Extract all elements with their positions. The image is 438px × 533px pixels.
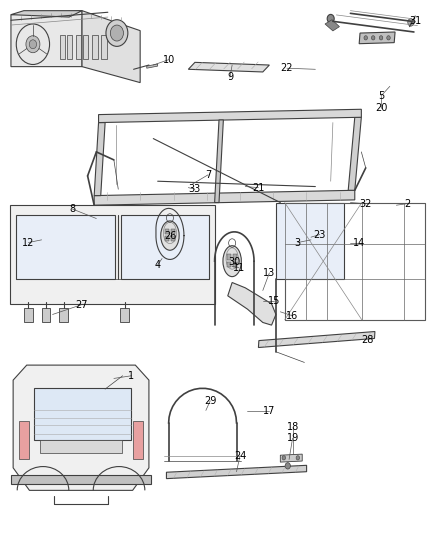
Text: 22: 22 [281,63,293,73]
Polygon shape [42,308,50,322]
Text: 10: 10 [162,55,175,64]
Polygon shape [18,422,29,459]
Bar [67,35,72,59]
Circle shape [371,36,375,40]
Circle shape [26,36,40,53]
Bar [60,35,65,59]
Circle shape [327,14,334,23]
Circle shape [106,20,128,46]
Text: 26: 26 [165,231,177,240]
Polygon shape [133,422,144,459]
Bar [227,254,231,260]
Polygon shape [147,64,158,68]
Text: 27: 27 [75,300,87,310]
Text: 31: 31 [409,17,421,26]
Circle shape [285,463,290,469]
Polygon shape [121,215,209,279]
Polygon shape [276,203,343,279]
Bar [92,35,98,59]
Polygon shape [99,109,361,123]
Circle shape [282,456,286,460]
Polygon shape [11,475,151,484]
Polygon shape [166,465,307,479]
Polygon shape [280,454,302,462]
Polygon shape [215,120,223,203]
Polygon shape [359,32,395,44]
Text: 20: 20 [375,103,387,112]
Bar [101,35,106,59]
Text: 14: 14 [353,238,365,247]
Circle shape [110,25,124,41]
Text: 5: 5 [378,91,384,101]
Text: 12: 12 [22,238,35,247]
Polygon shape [24,308,33,322]
Text: 17: 17 [263,407,276,416]
Polygon shape [258,332,375,348]
Text: 19: 19 [286,433,299,443]
Bar [165,229,169,234]
Polygon shape [120,308,129,322]
Polygon shape [33,387,131,440]
Text: 9: 9 [227,72,233,82]
Text: 23: 23 [314,230,326,239]
Polygon shape [325,20,339,31]
Text: 29: 29 [204,396,216,406]
Bar [227,262,231,267]
Bar [165,236,169,241]
Polygon shape [59,308,68,322]
Polygon shape [11,11,82,17]
Bar [171,229,175,234]
Ellipse shape [223,246,241,277]
Circle shape [379,36,383,40]
Polygon shape [10,205,215,304]
Text: 16: 16 [286,311,298,320]
Circle shape [364,36,367,40]
Bar [171,236,175,241]
Text: 4: 4 [155,260,161,270]
Text: 32: 32 [360,199,372,208]
Polygon shape [82,11,140,83]
Circle shape [29,40,37,49]
Text: 8: 8 [69,204,75,214]
Text: 2: 2 [404,199,410,208]
Circle shape [296,456,300,460]
Text: 24: 24 [234,451,246,461]
Text: 1: 1 [128,371,134,381]
Text: 11: 11 [233,263,245,272]
Text: 13: 13 [263,268,276,278]
Polygon shape [16,215,115,279]
Text: 33: 33 [189,184,201,194]
Bar [233,262,237,267]
Text: 15: 15 [268,296,280,306]
Text: 30: 30 [228,257,240,267]
Polygon shape [94,123,105,196]
Text: 18: 18 [286,423,299,432]
Text: 7: 7 [205,170,211,180]
Circle shape [408,19,414,26]
Polygon shape [188,62,269,72]
Text: 3: 3 [295,238,301,247]
Text: 28: 28 [362,335,374,345]
Polygon shape [228,282,276,325]
Polygon shape [40,440,122,453]
Bar [233,254,237,260]
Polygon shape [348,117,361,190]
Polygon shape [94,190,355,205]
Text: 21: 21 [252,183,265,192]
Circle shape [387,36,390,40]
Bar [75,35,81,59]
Ellipse shape [161,221,179,250]
Polygon shape [11,11,82,67]
Polygon shape [13,365,149,490]
Bar [83,35,88,59]
